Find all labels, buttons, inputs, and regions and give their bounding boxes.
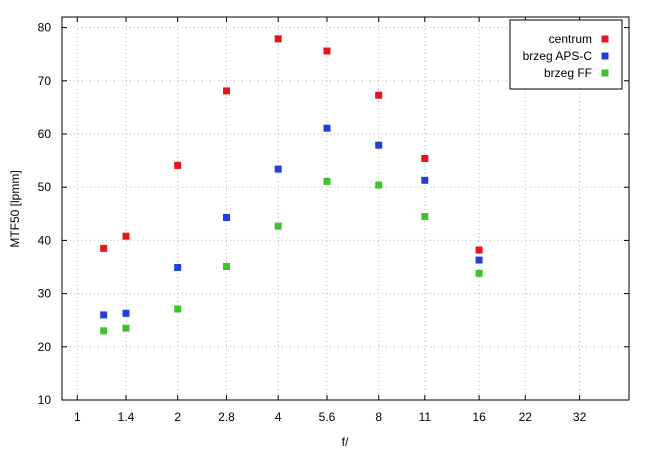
point-centrum [223,87,230,95]
point-brzeg-ff [223,263,230,270]
legend-entries: centrum brzeg APS-C brzeg FF [523,32,609,80]
y-tick-label: 60 [38,127,52,141]
point-brzeg-ff [375,181,383,189]
x-tick-label: 22 [519,410,533,424]
y-tick-label: 40 [38,233,52,247]
y-tick-label: 50 [38,180,52,194]
y-tick-label: 30 [38,287,52,301]
legend-label: brzeg FF [544,66,592,80]
point-brzeg-ff [174,305,182,313]
point-brzeg-ff [100,327,108,335]
x-tick-label: 2 [174,410,181,424]
point-centrum [323,47,331,55]
point-centrum [174,161,182,169]
point-brzeg-aps-c [122,309,130,317]
point-centrum [100,244,108,252]
x-tick-label: 4 [275,410,282,424]
y-axis-label: MTF50 [lpmm] [8,170,22,247]
point-brzeg-aps-c [475,256,483,264]
x-tick-label: 5.6 [319,410,336,424]
x-tick-label: 8 [375,410,382,424]
x-tick-label: 11 [419,410,432,424]
point-centrum [122,232,130,240]
point-brzeg-aps-c [223,214,230,221]
point-brzeg-aps-c [421,176,429,184]
point-centrum [421,155,429,162]
point-brzeg-ff [323,177,331,185]
y-tick-label: 80 [38,21,52,35]
legend-swatch [601,35,609,43]
point-brzeg-ff [274,222,282,230]
point-centrum [375,91,383,99]
x-tick-label: 1.4 [118,410,135,424]
point-brzeg-aps-c [274,165,282,173]
legend-label: brzeg APS-C [523,49,593,63]
point-centrum [475,246,483,254]
legend-label: centrum [549,32,592,46]
y-tick-label: 10 [38,393,52,407]
axis-ticks: 1 1.4 2 2.8 4 5.6 8 11 16 22 32 10 20 30 40 50 60 70 80 [38,17,629,424]
point-brzeg-aps-c [375,141,383,149]
point-brzeg-ff [421,213,429,220]
point-brzeg-aps-c [174,264,182,271]
x-tick-label: 32 [573,410,587,424]
legend-swatch [601,52,609,60]
x-axis-label: f/ [342,435,349,449]
legend: centrum brzeg APS-C brzeg FF [509,19,623,90]
point-brzeg-ff [122,324,130,332]
point-brzeg-aps-c [100,311,108,319]
x-tick-label: 1 [74,410,81,424]
data-points [100,35,483,335]
point-brzeg-aps-c [323,124,331,132]
legend-swatch [601,69,609,77]
plot-frame [61,16,630,401]
y-tick-label: 20 [38,340,52,354]
point-centrum [274,35,282,43]
x-tick-label: 16 [472,410,486,424]
x-tick-label: 2.8 [218,410,235,424]
y-tick-label: 70 [38,74,52,88]
point-brzeg-ff [475,269,483,277]
